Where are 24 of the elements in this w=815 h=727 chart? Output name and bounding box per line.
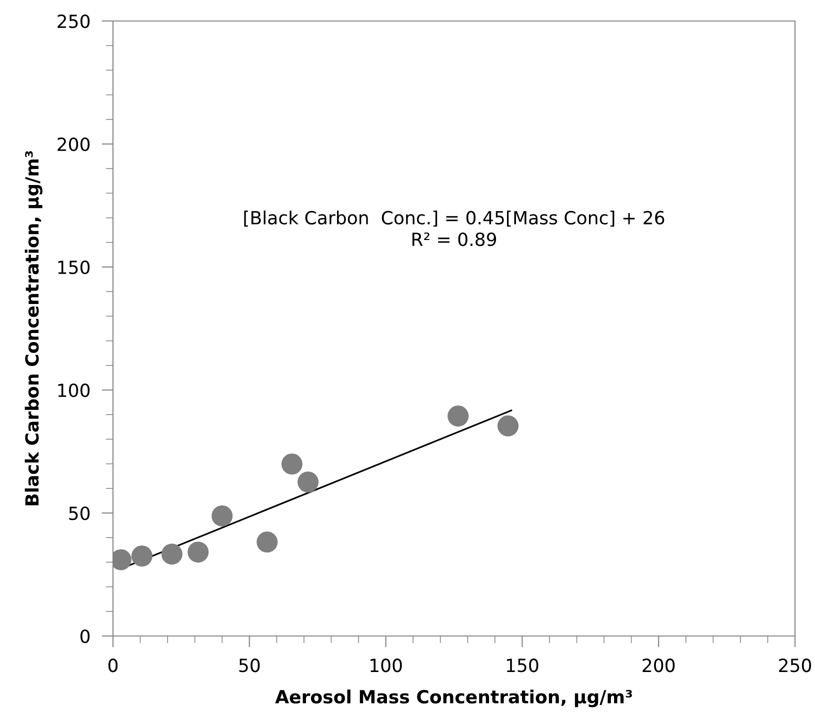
y-tick-label: 0 (80, 629, 90, 644)
y-tick-label: 200 (58, 137, 90, 152)
point (281, 454, 302, 475)
y-tick-label: 50 (69, 506, 90, 520)
x-tick-label: 200 (642, 658, 675, 672)
x-tick-label: 0 (108, 658, 118, 672)
point (161, 544, 182, 565)
point (188, 542, 209, 563)
annotation: [Black Carbon Conc.] = 0.45[Mass Conc] + 26 R² = 0.89 (244, 210, 664, 246)
point (498, 415, 519, 436)
x-tick-label: 150 (506, 658, 538, 672)
point (256, 532, 278, 553)
x-axis-title: Aerosol Mass Concentration, µg/m³ (275, 690, 632, 708)
x-tick-label: 100 (370, 658, 402, 672)
point (212, 505, 233, 526)
y-tick-label: 100 (58, 383, 90, 398)
point (131, 546, 152, 567)
point (298, 471, 319, 493)
y-tick-label: 150 (58, 260, 90, 274)
y-tick-label: 250 (58, 14, 90, 28)
x-tick-label: 250 (779, 658, 812, 672)
y-axis-title: Black Carbon Concentration, µg/m³ (24, 151, 42, 506)
point (448, 406, 469, 427)
x-tick-label: 50 (239, 658, 260, 672)
